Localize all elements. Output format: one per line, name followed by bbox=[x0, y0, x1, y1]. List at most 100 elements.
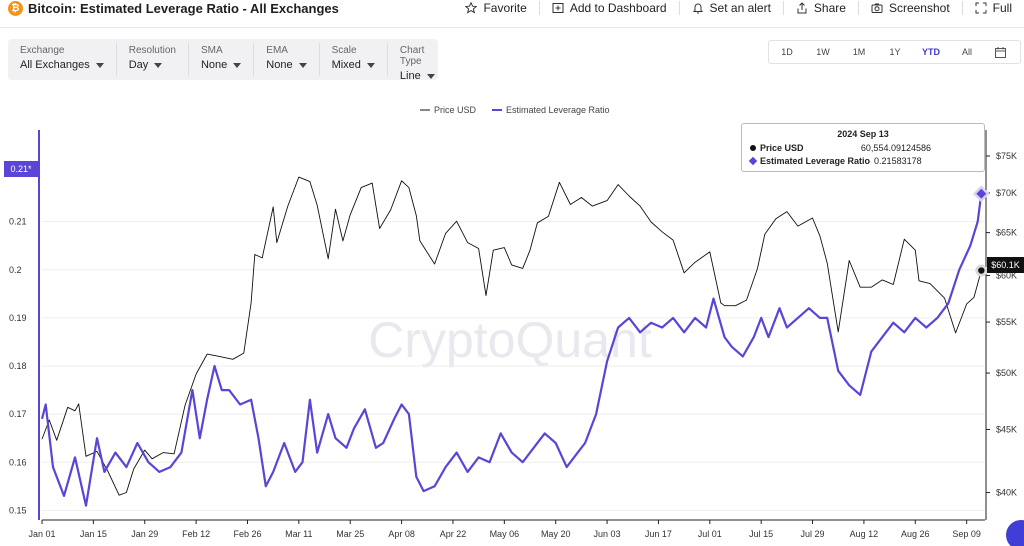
tooltip-price-value: 60,554.09124586 bbox=[860, 143, 931, 153]
camera-icon bbox=[871, 3, 883, 13]
bell-icon bbox=[692, 3, 703, 14]
x-tick-label: Apr 22 bbox=[440, 529, 467, 539]
chevron-down-icon bbox=[233, 62, 242, 68]
chevron-down-icon bbox=[95, 62, 104, 68]
left-tick-label: 0.19 bbox=[9, 313, 27, 323]
exchange-value: All Exchanges bbox=[20, 59, 90, 71]
x-tick-label: Jul 01 bbox=[698, 529, 722, 539]
tooltip-row-price: Price USD 60,554.09124586 bbox=[742, 143, 984, 153]
range-1y-button[interactable]: 1Y bbox=[889, 47, 901, 57]
left-tick-label: 0.2 bbox=[9, 265, 22, 275]
right-tick-label: $45K bbox=[996, 424, 1017, 434]
left-axis: 0.15 0.16 0.17 0.18 0.19 0.2 0.21 bbox=[9, 130, 40, 520]
right-axis: $40K $45K $50K $55K $60K $65K $70K $75K bbox=[985, 130, 1017, 520]
favorite-label: Favorite bbox=[483, 1, 527, 15]
range-1d-button[interactable]: 1D bbox=[781, 47, 793, 57]
leverage-marker bbox=[976, 188, 987, 199]
fullscreen-button[interactable]: Full bbox=[961, 1, 1024, 15]
fullscreen-icon bbox=[975, 2, 987, 14]
chevron-down-icon bbox=[298, 62, 307, 68]
leverage-series-line bbox=[40, 193, 983, 507]
tooltip-date: 2024 Sep 13 bbox=[837, 129, 889, 139]
star-icon bbox=[465, 2, 478, 14]
range-1m-button[interactable]: 1M bbox=[852, 47, 866, 57]
chart-type-value: Line bbox=[399, 70, 421, 82]
chevron-down-icon bbox=[426, 73, 435, 79]
tooltip-price-label: Price USD bbox=[760, 143, 804, 153]
resolution-select[interactable]: Resolution Day bbox=[117, 43, 189, 76]
right-tick-label: $65K bbox=[996, 228, 1017, 238]
x-tick-label: Apr 08 bbox=[388, 529, 415, 539]
price-dot-icon bbox=[750, 145, 756, 151]
right-tick-label: $50K bbox=[996, 368, 1017, 378]
right-tick-label: $55K bbox=[996, 317, 1017, 327]
left-tick-label: 0.21 bbox=[9, 217, 27, 227]
ema-value: None bbox=[266, 59, 293, 71]
price-series-line bbox=[41, 176, 982, 496]
exchange-select[interactable]: Exchange All Exchanges bbox=[8, 43, 117, 76]
x-tick-label: Aug 26 bbox=[901, 529, 930, 539]
chevron-down-icon bbox=[366, 62, 375, 68]
x-tick-label: Feb 12 bbox=[182, 529, 210, 539]
chart-legend: Price USD Estimated Leverage Ratio bbox=[420, 105, 610, 115]
right-tick-label: $75K bbox=[996, 151, 1017, 161]
right-tick-label: $60K bbox=[996, 270, 1017, 280]
sma-select[interactable]: SMA None bbox=[189, 43, 255, 76]
current-leverage-tag: 0.21* bbox=[4, 161, 38, 177]
legend-leverage-label: Estimated Leverage Ratio bbox=[506, 105, 610, 115]
share-button[interactable]: Share bbox=[782, 1, 858, 15]
x-tick-label: Mar 25 bbox=[336, 529, 364, 539]
chart-series bbox=[40, 176, 983, 507]
sma-value: None bbox=[200, 59, 228, 71]
left-tick-label: 0.16 bbox=[9, 457, 27, 467]
right-tick-label: $70K bbox=[996, 188, 1017, 198]
screenshot-button[interactable]: Screenshot bbox=[857, 1, 962, 15]
left-tick-label: 0.15 bbox=[9, 505, 27, 515]
price-marker bbox=[978, 267, 985, 274]
left-tick-label: 0.18 bbox=[9, 361, 27, 371]
legend-price-label: Price USD bbox=[434, 105, 477, 115]
left-tick-label: 0.17 bbox=[9, 409, 27, 419]
share-label: Share bbox=[813, 1, 846, 15]
scale-value: Mixed bbox=[331, 59, 361, 71]
range-1w-button[interactable]: 1W bbox=[816, 47, 830, 57]
page-title: Bitcoin: Estimated Leverage Ratio - All … bbox=[28, 1, 339, 16]
x-tick-label: Jul 15 bbox=[749, 529, 773, 539]
scale-label: Scale bbox=[331, 45, 357, 56]
favorite-button[interactable]: Favorite bbox=[453, 1, 538, 15]
top-bar: ₿ Bitcoin: Estimated Leverage Ratio - Al… bbox=[0, 0, 1024, 28]
set-alert-button[interactable]: Set an alert bbox=[678, 1, 783, 15]
x-tick-label: Feb 26 bbox=[233, 529, 261, 539]
grid-lines bbox=[42, 221, 985, 511]
x-tick-label: Sep 09 bbox=[952, 529, 981, 539]
share-icon bbox=[797, 2, 807, 14]
right-tick-label: $40K bbox=[996, 488, 1017, 498]
resolution-label: Resolution bbox=[128, 45, 176, 56]
screenshot-label: Screenshot bbox=[888, 1, 950, 15]
ema-label: EMA bbox=[266, 45, 288, 56]
leverage-chart[interactable]: CryptoQuant Price USD Estimated Leverage … bbox=[0, 95, 1024, 546]
tooltip-leverage-label: Estimated Leverage Ratio bbox=[760, 156, 871, 166]
calendar-button[interactable] bbox=[985, 46, 1015, 58]
scale-select[interactable]: Scale Mixed bbox=[320, 43, 388, 76]
watermark: CryptoQuant bbox=[368, 312, 652, 368]
set-alert-label: Set an alert bbox=[709, 1, 771, 15]
range-ytd-button[interactable]: YTD bbox=[922, 47, 940, 57]
range-selector: 1D 1W 1M 1Y YTD All bbox=[768, 40, 1021, 64]
current-price-tag: $60.1K bbox=[987, 257, 1024, 273]
x-tick-label: Jun 17 bbox=[645, 529, 672, 539]
chevron-down-icon bbox=[154, 62, 163, 68]
chart-type-label: Chart Type bbox=[399, 45, 425, 67]
range-all-button[interactable]: All bbox=[961, 47, 972, 57]
exchange-label: Exchange bbox=[20, 45, 65, 56]
x-tick-label: Jan 29 bbox=[131, 529, 158, 539]
calendar-icon bbox=[994, 46, 1006, 58]
add-to-dashboard-button[interactable]: Add to Dashboard bbox=[538, 1, 679, 15]
help-chat-button[interactable] bbox=[1006, 520, 1024, 546]
x-tick-label: Jan 01 bbox=[28, 529, 55, 539]
leverage-diamond-icon bbox=[748, 156, 758, 166]
ema-select[interactable]: EMA None bbox=[254, 43, 320, 76]
x-tick-label: Aug 12 bbox=[850, 529, 879, 539]
tooltip-leverage-value: 0.21583178 bbox=[874, 156, 922, 166]
chart-type-select[interactable]: Chart Type Line bbox=[388, 43, 447, 82]
